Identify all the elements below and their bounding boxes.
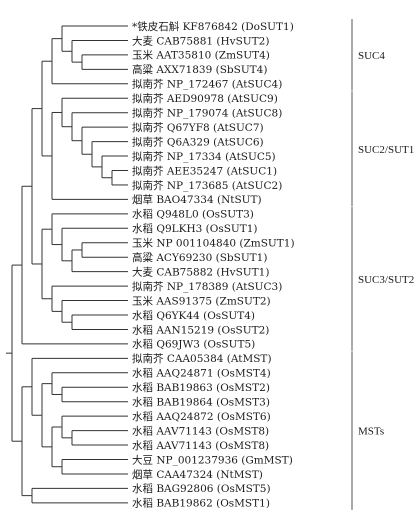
group-label: SUC3/SUT2 bbox=[358, 274, 414, 286]
leaf-label: 拟南芥 NP_178389 (AtSUC3) bbox=[132, 280, 282, 293]
leaf-label: 水稻 BAB19863 (OsMST2) bbox=[132, 382, 270, 394]
leaf-label: 烟草 BAO47334 (NtSUT) bbox=[132, 193, 262, 206]
leaf-label: 烟草 CAA47324 (NtMST) bbox=[132, 468, 263, 481]
leaf-label: 大麦 CAB75881 (HvSUT2) bbox=[132, 34, 269, 47]
leaf-label: 高粱 AXX71839 (SbSUT4) bbox=[132, 63, 267, 76]
leaf-label: 拟南芥 NP_179074 (AtSUC8) bbox=[132, 107, 282, 120]
leaf-label: 水稻 BAG92806 (OsMST5) bbox=[132, 483, 271, 495]
group-brackets: SUC4 SUC2/SUT1 SUC3/SUT2 MSTs bbox=[351, 19, 414, 510]
leaf-label: 水稻 Q69JW3 (OsSUT5) bbox=[132, 339, 255, 351]
leaf-label: 玉米 AAT35810 (ZmSUT4) bbox=[132, 49, 270, 62]
leaf-label: 水稻 Q948L0 (OsSUT3) bbox=[132, 209, 254, 221]
leaf-label: 拟南芥 Q67YF8 (AtSUC7) bbox=[132, 121, 264, 134]
group-label: SUC4 bbox=[358, 50, 385, 62]
leaf-label: 拟南芥 CAA05384 (AtMST) bbox=[132, 352, 272, 365]
leaf-label: 拟南芥 Q6A329 (AtSUC6) bbox=[132, 135, 264, 148]
leaf-label: 大麦 CAB75882 (HvSUT1) bbox=[132, 265, 269, 278]
leaf-label: 拟南芥 AEE35247 (AtSUC1) bbox=[132, 164, 277, 177]
group-label: SUC2/SUT1 bbox=[358, 144, 414, 156]
tree-branches bbox=[6, 25, 128, 504]
leaf-label: 拟南芥 AED90978 (AtSUC9) bbox=[132, 92, 278, 105]
leaf-label: 拟南芥 NP_17334 (AtSUC5) bbox=[132, 150, 276, 163]
leaf-label: 高粱 ACY69230 (SbSUT1) bbox=[132, 251, 267, 264]
leaf-label: 水稻 AAQ24871 (OsMST4) bbox=[132, 368, 271, 380]
leaf-labels: *铁皮石斛 KF876842 (DoSUT1)大麦 CAB75881 (HvSU… bbox=[132, 20, 295, 510]
leaf-label: 水稻 AAQ24872 (OsMST6) bbox=[132, 411, 271, 423]
leaf-label: 水稻 BAB19862 (OsMST1) bbox=[132, 498, 270, 510]
group-label: MSTs bbox=[358, 426, 384, 438]
leaf-label: 拟南芥 NP_173685 (AtSUC2) bbox=[132, 179, 282, 192]
leaf-label: 水稻 AAN15219 (OsSUT2) bbox=[132, 324, 269, 336]
leaf-label: 大豆 NP_001237936 (GmMST) bbox=[132, 453, 293, 466]
leaf-label: *铁皮石斛 KF876842 (DoSUT1) bbox=[132, 20, 294, 33]
leaf-label: 水稻 BAB19864 (OsMST3) bbox=[132, 397, 270, 409]
leaf-label: 拟南芥 NP_172467 (AtSUC4) bbox=[132, 78, 282, 91]
leaf-label: 玉米 NP 001104840 (ZmSUT1) bbox=[132, 237, 295, 250]
leaf-label: 水稻 AAV71143 (OsMST8) bbox=[132, 425, 269, 437]
leaf-label: 水稻 AAV71143 (OsMST8) bbox=[132, 440, 269, 452]
leaf-label: 玉米 AAS91375 (ZmSUT2) bbox=[132, 294, 271, 307]
leaf-label: 水稻 Q6YK44 (OsSUT4) bbox=[132, 310, 255, 322]
leaf-label: 水稻 Q9LKH3 (OsSUT1) bbox=[132, 223, 258, 235]
